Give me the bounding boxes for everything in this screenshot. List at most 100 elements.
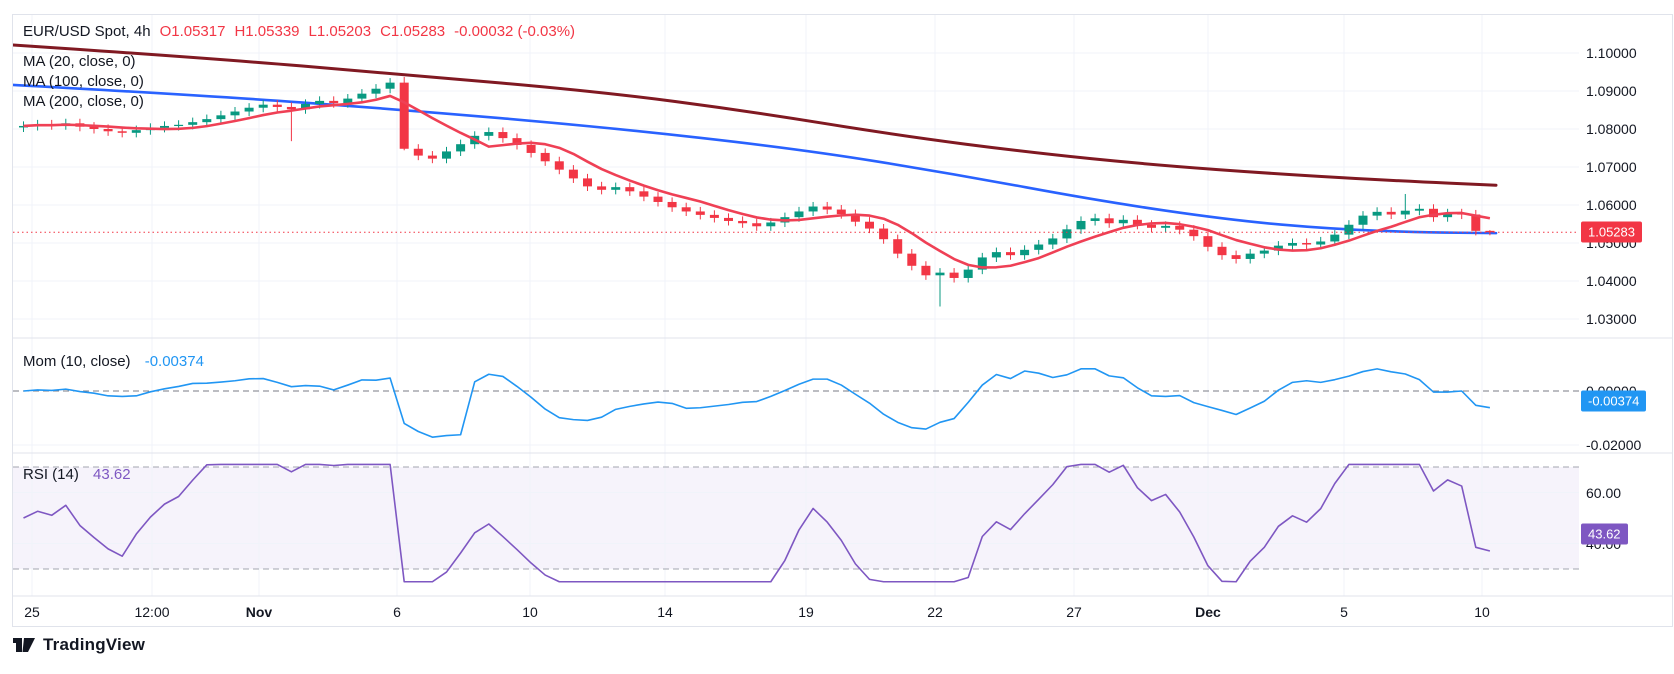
candle-body [258, 104, 268, 108]
candle-body [174, 124, 184, 127]
candle-body [1006, 252, 1015, 256]
candle-body [484, 132, 494, 136]
candle-body [991, 252, 1001, 258]
candle-body [1400, 210, 1410, 215]
candle-body [413, 148, 423, 156]
candle-body [216, 115, 226, 120]
candle-body [681, 207, 691, 212]
chart-frame: EUR/USD Spot, 4h O1.05317 H1.05339 L1.05… [12, 14, 1673, 627]
candle-body [202, 119, 212, 123]
chart-plot-area[interactable] [13, 15, 1672, 626]
candle-body [653, 196, 663, 202]
candle-body [103, 129, 113, 132]
candle-body [1414, 208, 1424, 211]
candle-body [1302, 243, 1312, 245]
candle-body [343, 98, 353, 104]
candle-body [1231, 255, 1241, 259]
candle-body [385, 82, 395, 89]
candle-body [456, 144, 466, 152]
candle-body [272, 104, 282, 107]
candle-body [568, 169, 578, 179]
candle-body [1372, 211, 1382, 216]
candle-body [1358, 215, 1368, 225]
rsi-line [23, 463, 1491, 583]
candle-body [625, 187, 635, 192]
candle-body [850, 214, 860, 222]
candle-body [766, 222, 776, 227]
candle-body [695, 211, 705, 215]
candle-body [709, 214, 719, 218]
tradingview-logo-text: TradingView [43, 635, 146, 654]
candle-body [1147, 224, 1156, 228]
candle-body [836, 209, 846, 215]
candle-body [117, 131, 127, 133]
candle-body [893, 239, 903, 254]
tradingview-logo[interactable]: TradingView [12, 634, 145, 656]
candle-body [583, 178, 592, 187]
candle-body [1485, 230, 1495, 233]
candle-body [1386, 211, 1396, 215]
candle-body [1443, 213, 1453, 218]
candle-body [230, 111, 240, 116]
candle-body [301, 103, 310, 110]
candle-body [752, 223, 762, 227]
candle-body [1203, 236, 1213, 247]
candle-body [822, 206, 832, 210]
candle-body [357, 93, 367, 99]
candle-body [1034, 244, 1044, 250]
candle-body [1048, 238, 1058, 245]
candle-body [667, 201, 677, 208]
candle-body [442, 151, 451, 159]
candle-body [1344, 224, 1354, 235]
candle-body [1217, 246, 1227, 256]
candle-body [1175, 225, 1185, 230]
tradingview-mark-icon [13, 638, 35, 652]
candle-body [907, 253, 917, 266]
candle-body [639, 191, 649, 197]
candle-body [512, 138, 522, 145]
candle-body [921, 265, 931, 276]
candle-body [1330, 234, 1340, 242]
candle-body [1020, 249, 1030, 256]
ma200-line [13, 43, 1498, 187]
candle-body [131, 130, 141, 133]
candle-body [1189, 229, 1199, 237]
candle-body [498, 132, 508, 139]
candle-body [1104, 218, 1114, 224]
candle-body [1471, 214, 1481, 231]
candle-body [399, 82, 409, 149]
candle-body [865, 221, 874, 229]
candle-body [808, 206, 818, 212]
candle-body [286, 106, 296, 110]
candle-body [935, 272, 945, 276]
candle-body [794, 211, 804, 218]
candle-body [1076, 220, 1086, 230]
candle-body [554, 161, 564, 170]
candle-body [160, 125, 169, 128]
candle-body [1316, 241, 1326, 245]
ma20-line [23, 94, 1491, 269]
candle-body [1161, 225, 1171, 228]
candle-body [1062, 229, 1072, 239]
candle-body [738, 220, 748, 224]
candle-body [89, 126, 99, 129]
candle-body [1259, 250, 1269, 254]
candle-body [724, 217, 733, 221]
candle-body [329, 100, 339, 104]
candle-body [371, 88, 381, 94]
candle-body [244, 107, 254, 112]
candle-body [19, 125, 28, 128]
candle-body [540, 152, 550, 162]
candle-body [427, 155, 437, 159]
candle-body [611, 187, 621, 190]
candle-body [1118, 219, 1128, 224]
candle-body [1132, 219, 1142, 225]
candle-body [1245, 253, 1255, 259]
momentum-line [23, 368, 1491, 438]
candle-body [188, 122, 198, 125]
candle-body [1090, 218, 1100, 221]
candle-body [526, 144, 536, 153]
candle-body [977, 257, 987, 270]
candle-body [963, 269, 973, 278]
